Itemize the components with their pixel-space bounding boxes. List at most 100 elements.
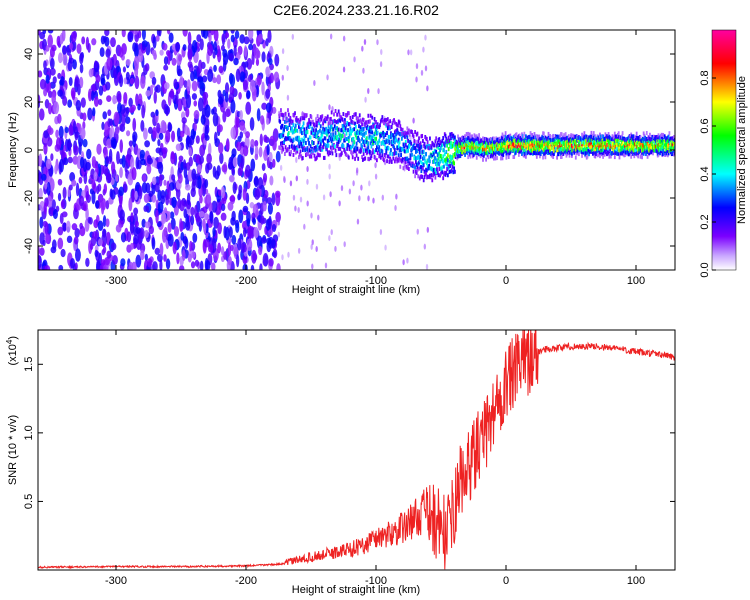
noise-speck	[126, 130, 131, 137]
noise-speck	[362, 67, 365, 74]
ridge-cell	[639, 135, 642, 140]
colorbar-label: Normalized spectral amplitude	[736, 76, 748, 224]
ridge-cell	[471, 134, 473, 139]
noise-speck	[258, 146, 263, 158]
ridge-cell	[436, 158, 438, 163]
ridge-cell	[673, 134, 675, 139]
ridge-cell	[504, 134, 507, 139]
ridge-cell	[313, 145, 316, 150]
ridge-cell	[424, 159, 427, 164]
noise-speck	[97, 238, 103, 246]
ridge-cell	[355, 153, 358, 158]
ridge-cell	[283, 139, 285, 144]
snr-ylabel: SNR (10 * v/v)	[7, 415, 19, 485]
ridge-cell	[553, 141, 555, 146]
spectrogram-ytick-label: -20	[23, 190, 35, 206]
ridge-cell	[590, 130, 593, 135]
ridge-cell	[348, 133, 351, 138]
ridge-cell	[436, 171, 439, 176]
ridge-cell	[322, 121, 324, 126]
noise-speck	[248, 43, 253, 51]
ridge-cell	[358, 119, 360, 124]
noise-speck	[141, 30, 146, 41]
ridge-cell	[315, 145, 317, 150]
noise-speck	[265, 88, 271, 99]
noise-speck	[257, 177, 264, 189]
ridge-cell	[308, 124, 311, 129]
noise-speck	[242, 263, 248, 270]
noise-speck	[101, 249, 106, 256]
noise-speck	[283, 175, 286, 182]
ridge-cell	[385, 148, 388, 153]
ridge-cell	[581, 153, 583, 158]
ridge-cell	[535, 154, 538, 159]
ridge-cell	[605, 147, 608, 152]
noise-speck	[220, 186, 225, 199]
noise-speck	[171, 196, 177, 209]
ridge-cell	[301, 124, 304, 129]
ridge-cell	[613, 148, 616, 153]
ridge-cell	[298, 144, 301, 149]
ridge-cell	[383, 118, 386, 123]
ridge-cell	[539, 152, 542, 157]
colorbar-tick-label: 0.8	[699, 70, 711, 85]
ridge-cell	[645, 130, 648, 135]
noise-speck	[95, 185, 100, 195]
noise-speck	[163, 179, 167, 186]
ridge-cell	[326, 114, 329, 119]
noise-speck	[204, 134, 210, 141]
ridge-cell	[650, 137, 653, 142]
ridge-cell	[467, 131, 470, 136]
ridge-cell	[344, 149, 346, 154]
noise-speck	[272, 248, 278, 259]
noise-speck	[105, 218, 110, 228]
ridge-cell	[412, 144, 415, 149]
snr-multiplier-close: )	[7, 336, 19, 340]
ridge-cell	[513, 138, 516, 143]
ridge-cell	[393, 140, 396, 145]
ridge-cell	[290, 138, 292, 143]
noise-speck	[172, 241, 177, 255]
noise-speck	[201, 75, 208, 83]
noise-speck	[187, 31, 192, 46]
noise-speck	[232, 181, 237, 194]
noise-speck	[277, 231, 281, 238]
ridge-cell	[382, 130, 385, 135]
noise-speck	[212, 77, 217, 84]
noise-speck	[286, 65, 289, 72]
ridge-cell	[603, 148, 606, 153]
noise-speck	[105, 200, 110, 210]
ridge-cell	[395, 151, 398, 156]
ridge-cell	[365, 130, 367, 135]
ridge-cell	[524, 154, 527, 159]
ridge-cell	[417, 174, 420, 179]
ridge-cell	[642, 151, 645, 156]
noise-speck	[292, 194, 296, 201]
noise-speck	[225, 108, 231, 118]
noise-speck	[217, 96, 224, 105]
noise-speck	[367, 195, 370, 202]
ridge-cell	[406, 156, 409, 161]
ridge-cell	[648, 151, 651, 156]
ridge-cell	[342, 144, 345, 149]
noise-speck	[165, 258, 171, 270]
ridge-cell	[556, 155, 558, 160]
noise-speck	[334, 245, 337, 252]
ridge-cell	[330, 149, 333, 154]
noise-speck	[149, 85, 154, 96]
ridge-cell	[400, 136, 403, 141]
ridge-cell	[298, 124, 300, 129]
ridge-cell	[354, 156, 356, 161]
noise-speck	[40, 173, 47, 181]
noise-speck	[229, 74, 236, 87]
noise-speck	[122, 183, 128, 193]
ridge-cell	[319, 142, 322, 147]
noise-speck	[181, 117, 187, 124]
ridge-cell	[457, 134, 459, 139]
noise-speck	[106, 95, 112, 103]
ridge-cell	[550, 138, 553, 143]
ridge-cell	[404, 142, 407, 147]
ridge-cell	[414, 130, 417, 135]
ridge-cell	[645, 141, 647, 146]
